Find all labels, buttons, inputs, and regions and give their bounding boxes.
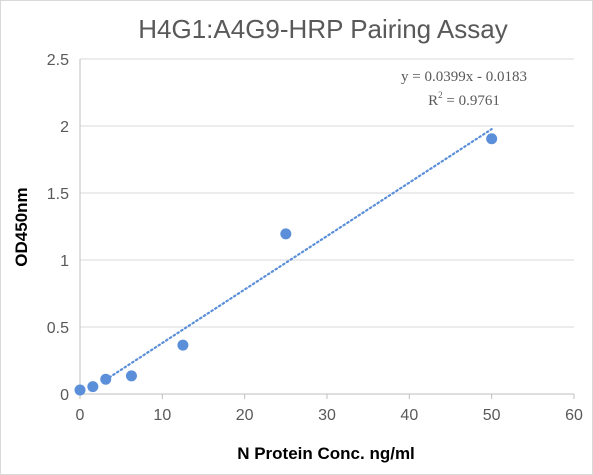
x-tick-label-6: 60 (565, 407, 583, 424)
y-tick-label-4: 2 (60, 119, 69, 136)
y-axis-label: OD450nm (12, 187, 31, 266)
data-point-1 (87, 381, 99, 393)
chart-title: H4G1:A4G9-HRP Pairing Assay (138, 14, 507, 44)
x-tick-label-0: 0 (76, 407, 85, 424)
y-tick-label-2: 1 (60, 253, 69, 270)
axes (79, 59, 575, 399)
r-squared-label: R2 = 0.9761 (428, 90, 500, 109)
y-tick-label-5: 2.5 (47, 52, 69, 69)
x-tick-label-5: 50 (483, 407, 501, 424)
data-point-0 (74, 384, 86, 396)
data-point-3 (125, 370, 137, 382)
x-tick-label-1: 10 (153, 407, 171, 424)
data-point-5 (280, 228, 292, 240)
data-point-6 (486, 133, 498, 145)
r2-prefix: R (428, 93, 438, 109)
r2-superscript: 2 (438, 90, 443, 100)
y-tick-label-1: 0.5 (47, 320, 69, 337)
data-point-4 (177, 339, 189, 351)
trendline-equation: y = 0.0399x - 0.0183 (401, 69, 527, 85)
r2-value: = 0.9761 (443, 93, 500, 109)
trendline (104, 128, 493, 381)
x-axis-label: N Protein Conc. ng/ml (237, 444, 415, 463)
y-tick-label-3: 1.5 (47, 186, 69, 203)
trendline-path (104, 128, 493, 381)
tick-labels: 0 10 20 30 40 50 60 0 0.5 1 1.5 2 2.5 (47, 52, 583, 424)
data-points (74, 133, 498, 396)
x-tick-label-2: 20 (236, 407, 254, 424)
x-tick-label-4: 40 (400, 407, 418, 424)
x-tick-label-3: 30 (318, 407, 336, 424)
data-point-2 (100, 373, 112, 385)
gridlines (80, 58, 574, 328)
y-tick-label-0: 0 (60, 387, 69, 404)
